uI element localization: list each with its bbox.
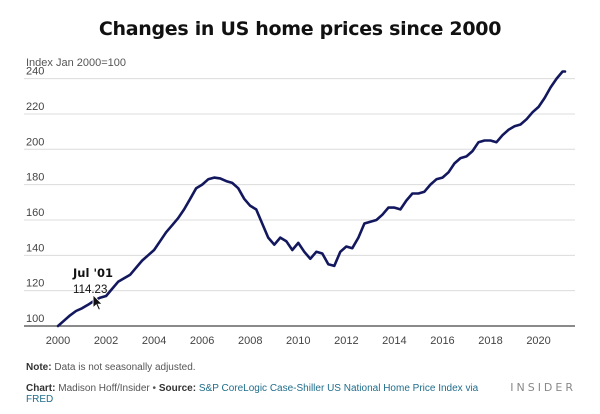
x-tick-label: 2010 bbox=[286, 335, 310, 347]
y-axis-label: Index Jan 2000=100 bbox=[26, 57, 127, 69]
y-tick-label: 240 bbox=[26, 66, 44, 78]
tooltip-label: Jul '01 bbox=[72, 266, 113, 280]
x-tick-label: 2012 bbox=[334, 335, 358, 347]
tooltip-value: 114.23 bbox=[73, 284, 107, 296]
tooltip-annotation: Jul '01 114.23 bbox=[72, 266, 113, 296]
x-tick-label: 2020 bbox=[526, 335, 550, 347]
source-bullet: • bbox=[152, 383, 157, 394]
source-link[interactable]: S&P CoreLogic Case-Shiller US National H… bbox=[26, 383, 479, 405]
x-tick-label: 2014 bbox=[382, 335, 406, 347]
x-tick-label: 2006 bbox=[190, 335, 214, 347]
source-prefix: Source: bbox=[158, 383, 197, 394]
y-tick-label: 120 bbox=[26, 278, 44, 290]
y-tick-label: 140 bbox=[26, 242, 44, 254]
note-text: Data is not seasonally adjusted. bbox=[54, 362, 196, 373]
chart-credit-prefix: Chart: bbox=[26, 383, 56, 394]
y-tick-label: 200 bbox=[26, 136, 44, 148]
y-tick-labels: 100 120 140 160 180 200 220 240 bbox=[26, 66, 44, 325]
insider-logo: INSIDER bbox=[510, 381, 576, 394]
x-tick-label: 2008 bbox=[238, 335, 262, 347]
x-tick-labels: 2000 2002 2004 2006 2008 2010 2012 2014 2016 2018… bbox=[46, 335, 551, 347]
mouse-cursor-icon bbox=[92, 293, 104, 311]
y-tick-label: 220 bbox=[26, 101, 44, 113]
y-tick-label: 160 bbox=[26, 207, 44, 219]
series-line bbox=[56, 70, 567, 328]
x-tick-label: 2002 bbox=[94, 335, 118, 347]
y-tick-label: 180 bbox=[26, 172, 44, 184]
footnote: Note: Data is not seasonally adjusted. bbox=[26, 362, 196, 373]
note-prefix: Note: bbox=[26, 362, 52, 373]
chart-credit: Madison Hoff/Insider bbox=[58, 383, 150, 394]
source-line: Chart: Madison Hoff/Insider • Source: S&… bbox=[26, 383, 496, 405]
gridlines bbox=[24, 78, 575, 327]
x-tick-label: 2016 bbox=[430, 335, 454, 347]
y-tick-label: 100 bbox=[26, 313, 44, 325]
chart-title: Changes in US home prices since 2000 bbox=[98, 18, 502, 40]
x-tick-label: 2018 bbox=[478, 335, 502, 347]
x-tick-label: 2000 bbox=[46, 335, 70, 347]
x-tick-label: 2004 bbox=[142, 335, 166, 347]
